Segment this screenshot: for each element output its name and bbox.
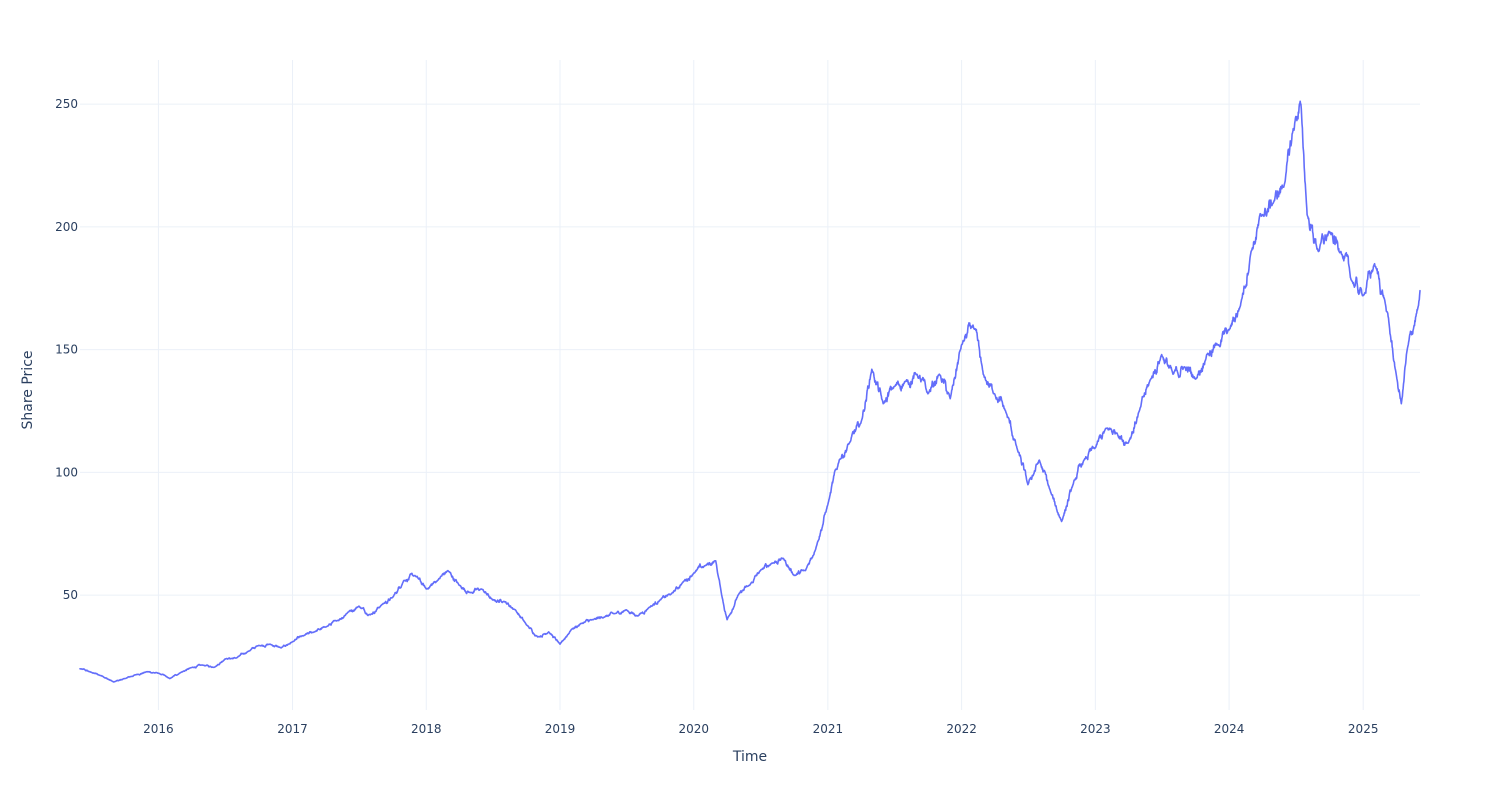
y-axis-title: Share Price (20, 350, 36, 429)
x-tick-label: 2019 (545, 722, 576, 736)
y-tick-labels: 50 100 150 200 250 (55, 97, 78, 602)
x-grid-lines (157, 60, 1364, 710)
x-tick-label: 2016 (143, 722, 174, 736)
x-tick-label: 2020 (678, 722, 709, 736)
x-tick-labels: 2016 2017 2018 2019 2020 2021 2022 2023 2024 2025 (143, 722, 1378, 736)
x-tick-label: 2017 (277, 722, 308, 736)
y-tick-label: 200 (55, 220, 78, 234)
y-tick-label: 50 (63, 588, 78, 602)
y-tick-label: 150 (55, 343, 78, 357)
y-tick-label: 250 (55, 97, 78, 111)
x-axis-title: Time (732, 749, 767, 765)
x-tick-label: 2025 (1348, 722, 1379, 736)
y-tick-label: 100 (55, 465, 78, 479)
series-layer (79, 100, 1421, 683)
x-tick-label: 2021 (813, 722, 844, 736)
y-grid-lines (80, 103, 1420, 596)
x-tick-label: 2024 (1214, 722, 1245, 736)
x-tick-label: 2023 (1080, 722, 1111, 736)
x-tick-label: 2018 (411, 722, 442, 736)
price-series-line (79, 100, 1421, 683)
x-tick-label: 2022 (946, 722, 977, 736)
